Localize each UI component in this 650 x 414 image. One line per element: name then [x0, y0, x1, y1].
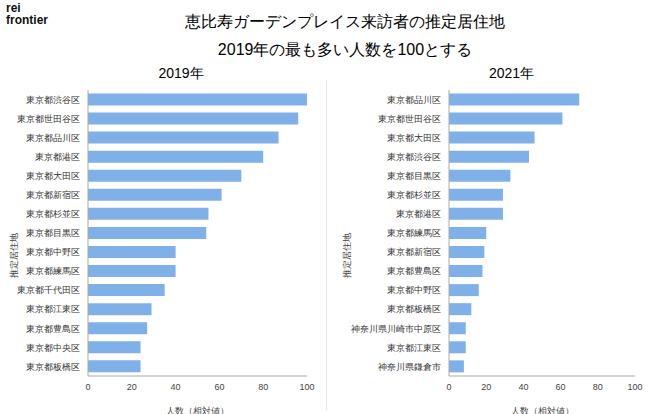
svg-text:東京都杉並区: 東京都杉並区 [387, 190, 441, 200]
html-text:2019年: 2019年 [158, 65, 204, 81]
svg-text:60: 60 [556, 382, 566, 392]
svg-text:東京都千代田区: 東京都千代田区 [17, 285, 80, 295]
svg-text:40: 40 [518, 382, 528, 392]
svg-text:東京都品川区: 東京都品川区 [26, 133, 80, 143]
svg-text:東京都大田区: 東京都大田区 [26, 171, 80, 181]
svg-text:東京都練馬区: 東京都練馬区 [26, 266, 80, 276]
svg-text:推定居住地: 推定居住地 [9, 233, 19, 278]
svg-text:東京都世田谷区: 東京都世田谷区 [17, 114, 80, 124]
svg-text:東京都品川区: 東京都品川区 [387, 95, 441, 105]
svg-text:東京都中野区: 東京都中野区 [26, 247, 80, 257]
svg-text:東京都板橋区: 東京都板橋区 [26, 362, 80, 372]
html-text:2019年の最も多い人数を100とする: 2019年の最も多い人数を100とする [217, 41, 473, 58]
svg-text:60: 60 [214, 382, 224, 392]
svg-text:東京都豊島区: 東京都豊島区 [26, 324, 80, 334]
svg-text:0: 0 [85, 382, 90, 392]
svg-text:東京都渋谷区: 東京都渋谷区 [387, 152, 441, 162]
svg-text:神奈川県鎌倉市: 神奈川県鎌倉市 [378, 362, 441, 372]
svg-text:東京都目黒区: 東京都目黒区 [26, 228, 80, 238]
html-text:rei: rei [6, 1, 21, 15]
svg-text:20: 20 [127, 382, 137, 392]
svg-text:東京都板橋区: 東京都板橋区 [387, 304, 441, 314]
svg-text:東京都港区: 東京都港区 [35, 152, 80, 162]
svg-text:東京都豊島区: 東京都豊島区 [387, 266, 441, 276]
svg-text:東京都新宿区: 東京都新宿区 [387, 247, 441, 257]
svg-text:40: 40 [171, 382, 181, 392]
svg-text:神奈川県川崎市中原区: 神奈川県川崎市中原区 [351, 324, 441, 334]
svg-text:東京都目黒区: 東京都目黒区 [387, 171, 441, 181]
svg-text:人数（相対値）: 人数（相対値） [166, 406, 229, 414]
html-text:恵比寿ガーデンプレイス来訪者の推定居住地: 恵比寿ガーデンプレイス来訪者の推定居住地 [185, 13, 505, 30]
html-text:frontier: frontier [6, 13, 48, 27]
svg-text:東京都港区: 東京都港区 [396, 209, 441, 219]
svg-text:0: 0 [446, 382, 451, 392]
svg-text:100: 100 [299, 382, 314, 392]
svg-text:東京都渋谷区: 東京都渋谷区 [26, 95, 80, 105]
svg-text:80: 80 [258, 382, 268, 392]
svg-text:東京都江東区: 東京都江東区 [387, 343, 441, 353]
svg-text:東京都中野区: 東京都中野区 [387, 285, 441, 295]
svg-text:東京都中央区: 東京都中央区 [26, 343, 80, 353]
svg-text:東京都大田区: 東京都大田区 [387, 133, 441, 143]
svg-text:東京都江東区: 東京都江東区 [26, 304, 80, 314]
svg-text:20: 20 [481, 382, 491, 392]
svg-text:人数（相対値）: 人数（相対値） [511, 406, 574, 414]
svg-text:推定居住地: 推定居住地 [342, 233, 352, 278]
html-text:2021年: 2021年 [488, 65, 535, 81]
svg-text:80: 80 [593, 382, 603, 392]
svg-text:東京都練馬区: 東京都練馬区 [387, 228, 441, 238]
svg-text:東京都新宿区: 東京都新宿区 [26, 190, 80, 200]
svg-text:東京都世田谷区: 東京都世田谷区 [378, 114, 441, 124]
svg-text:東京都杉並区: 東京都杉並区 [26, 209, 80, 219]
svg-text:100: 100 [627, 382, 642, 392]
